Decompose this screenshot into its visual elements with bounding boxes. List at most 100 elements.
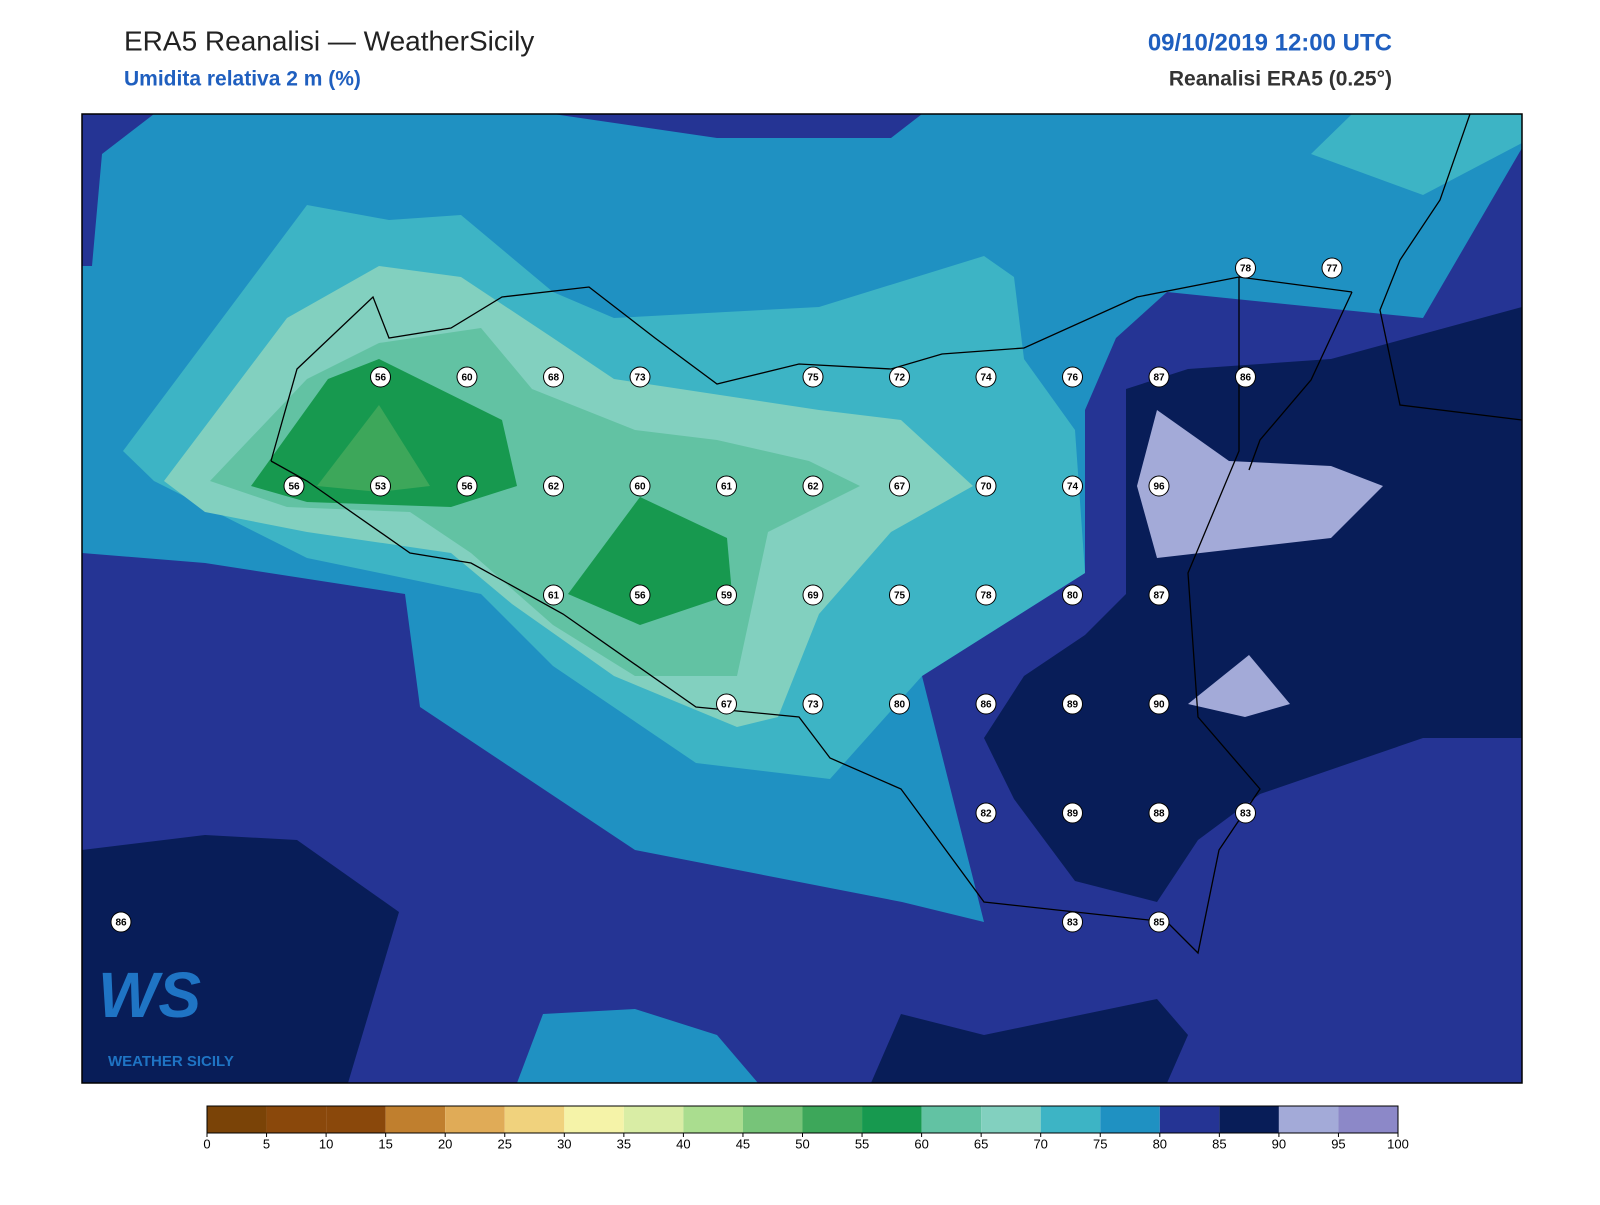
station-value: 74 bbox=[1067, 482, 1079, 493]
station-value: 80 bbox=[894, 700, 906, 711]
colorbar-bin bbox=[921, 1106, 982, 1133]
station-marker bbox=[543, 366, 564, 388]
station-value: 86 bbox=[980, 700, 992, 711]
station: 86 bbox=[110, 911, 132, 933]
station-marker bbox=[1235, 257, 1256, 279]
colorbar-tick-label: 65 bbox=[974, 1136, 988, 1151]
station-value: 78 bbox=[980, 591, 992, 602]
station-marker bbox=[975, 366, 997, 388]
colorbar-tick-label: 5 bbox=[263, 1136, 270, 1151]
station: 87 bbox=[1148, 366, 1170, 388]
colorbar-tick-label: 15 bbox=[378, 1136, 392, 1151]
colorbar-bin bbox=[504, 1106, 565, 1133]
station: 78 bbox=[975, 584, 997, 606]
station-value: 61 bbox=[548, 591, 560, 602]
station-value: 73 bbox=[807, 700, 819, 711]
colorbar-bin bbox=[981, 1106, 1041, 1133]
colorbar-tick-label: 80 bbox=[1153, 1136, 1167, 1151]
subtitle: Umidita relativa 2 m (%) bbox=[124, 68, 361, 91]
station: 85 bbox=[1148, 911, 1170, 933]
station-marker bbox=[1062, 584, 1083, 606]
station-value: 68 bbox=[548, 373, 560, 384]
station-marker bbox=[1148, 475, 1170, 497]
station-marker bbox=[975, 475, 997, 497]
station-value: 86 bbox=[1240, 373, 1252, 384]
station-value: 87 bbox=[1153, 373, 1165, 384]
station-value: 61 bbox=[721, 482, 733, 493]
station-marker bbox=[1062, 475, 1083, 497]
colorbar-bin bbox=[1219, 1106, 1279, 1133]
station-value: 74 bbox=[980, 373, 992, 384]
contour bbox=[1188, 655, 1290, 717]
colorbar-bin bbox=[1278, 1106, 1339, 1133]
station: 89 bbox=[1062, 802, 1083, 824]
source: Reanalisi ERA5 (0.25°) bbox=[1169, 68, 1392, 91]
coastline bbox=[1248, 291, 1353, 471]
colorbar-tick-label: 50 bbox=[795, 1136, 809, 1151]
station-marker bbox=[889, 475, 910, 497]
station: 67 bbox=[889, 475, 910, 497]
station-value: 72 bbox=[894, 373, 906, 384]
colorbar-tick-label: 0 bbox=[203, 1136, 210, 1151]
station-marker bbox=[802, 693, 824, 715]
colorbar-tick-label: 90 bbox=[1272, 1136, 1286, 1151]
colorbar-bin bbox=[623, 1106, 684, 1133]
station-marker bbox=[370, 366, 391, 388]
title: ERA5 Reanalisi — WeatherSicily bbox=[124, 25, 534, 56]
colorbar-tick-label: 55 bbox=[855, 1136, 869, 1151]
station-value: 78 bbox=[1240, 264, 1252, 275]
colorbar-tick-label: 10 bbox=[319, 1136, 333, 1151]
station: 73 bbox=[802, 693, 824, 715]
station: 56 bbox=[629, 584, 651, 606]
station-marker bbox=[1148, 802, 1170, 824]
colorbar-bin bbox=[683, 1106, 743, 1133]
station-value: 87 bbox=[1153, 591, 1165, 602]
station-marker bbox=[1321, 257, 1343, 279]
station: 80 bbox=[889, 693, 910, 715]
logo-text: WEATHER SICILY bbox=[108, 1053, 234, 1070]
colorbar-tick-label: 85 bbox=[1212, 1136, 1226, 1151]
station-marker bbox=[1062, 366, 1083, 388]
colorbar-tick-label: 60 bbox=[914, 1136, 928, 1151]
station-value: 96 bbox=[1153, 482, 1165, 493]
colorbar-bin bbox=[1040, 1106, 1101, 1133]
station-marker bbox=[716, 693, 737, 715]
station: 62 bbox=[802, 475, 824, 497]
station-value: 76 bbox=[1067, 373, 1079, 384]
colorbar-bin bbox=[445, 1106, 505, 1133]
logo-mark: WS bbox=[98, 959, 201, 1031]
station-marker bbox=[975, 693, 997, 715]
station: 67 bbox=[716, 693, 737, 715]
station-marker bbox=[629, 584, 651, 606]
station-marker bbox=[543, 475, 564, 497]
colorbar-tick-label: 20 bbox=[438, 1136, 452, 1151]
coastline bbox=[270, 277, 1261, 955]
station-value: 90 bbox=[1153, 700, 1165, 711]
station: 77 bbox=[1321, 257, 1343, 279]
station-value: 56 bbox=[634, 591, 646, 602]
station-marker bbox=[1062, 693, 1083, 715]
contour bbox=[984, 307, 1522, 902]
station-marker bbox=[802, 366, 824, 388]
station-value: 56 bbox=[288, 482, 300, 493]
station-value: 82 bbox=[980, 809, 992, 820]
station-marker bbox=[889, 366, 910, 388]
station-marker bbox=[1235, 802, 1256, 824]
station-value: 60 bbox=[461, 373, 473, 384]
station: 69 bbox=[802, 584, 824, 606]
station-marker bbox=[1148, 693, 1170, 715]
colorbar-bin bbox=[266, 1106, 327, 1133]
station: 74 bbox=[975, 366, 997, 388]
station-marker bbox=[1062, 802, 1083, 824]
colorbar-tick-label: 45 bbox=[736, 1136, 750, 1151]
station: 83 bbox=[1062, 911, 1083, 933]
station-value: 77 bbox=[1326, 264, 1338, 275]
map-frame bbox=[81, 113, 1523, 1084]
station-value: 86 bbox=[115, 918, 127, 929]
station: 89 bbox=[1062, 693, 1083, 715]
station-value: 60 bbox=[634, 482, 646, 493]
colorbar-bin bbox=[564, 1106, 624, 1133]
station: 72 bbox=[889, 366, 910, 388]
station-marker bbox=[456, 366, 478, 388]
